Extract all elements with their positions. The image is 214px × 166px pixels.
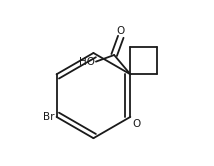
Text: O: O: [117, 26, 125, 36]
Text: Br: Br: [43, 112, 55, 122]
Text: HO: HO: [79, 57, 95, 67]
Text: O: O: [132, 119, 141, 129]
